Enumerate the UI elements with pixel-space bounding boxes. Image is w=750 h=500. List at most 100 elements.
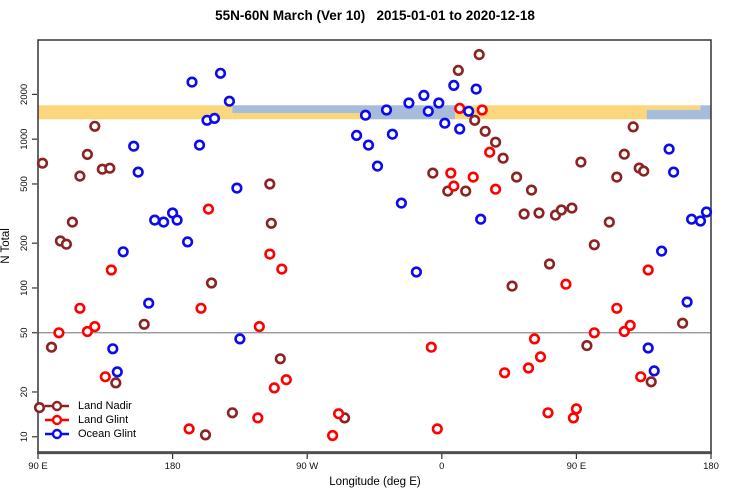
- data-point-land-glint: [448, 180, 460, 192]
- data-point-land-nadir: [469, 114, 481, 126]
- data-point-land-nadir: [427, 167, 439, 179]
- land-nadir-marker-icon: [45, 400, 69, 412]
- data-point-land-glint: [534, 351, 547, 363]
- data-point-land-nadir: [525, 184, 538, 196]
- data-point-land-glint: [542, 407, 554, 419]
- data-point-ocean-glint: [448, 79, 460, 91]
- data-point-land-glint: [99, 371, 111, 383]
- y-tick-label: 500: [19, 176, 30, 192]
- data-point-land-glint: [431, 423, 443, 435]
- data-point-land-nadir: [645, 376, 657, 388]
- data-point-land-nadir: [205, 277, 218, 289]
- data-point-ocean-glint: [694, 215, 707, 227]
- data-point-land-nadir: [473, 48, 485, 61]
- data-point-ocean-glint: [182, 236, 194, 248]
- data-point-land-glint: [268, 382, 280, 394]
- data-point-ocean-glint: [700, 206, 713, 218]
- data-point-land-glint: [253, 321, 265, 333]
- data-point-ocean-glint: [454, 123, 466, 135]
- data-point-land-glint: [642, 264, 654, 276]
- data-point-ocean-glint: [186, 76, 198, 88]
- x-axis-label: Longitude (deg E): [329, 476, 421, 488]
- data-point-land-nadir: [518, 208, 530, 220]
- data-point-land-nadir: [575, 156, 587, 168]
- data-point-land-glint: [280, 374, 292, 386]
- data-point-ocean-glint: [111, 366, 123, 378]
- data-point-land-glint: [252, 412, 264, 424]
- data-point-ocean-glint: [663, 143, 675, 155]
- data-point-land-nadir: [588, 239, 600, 251]
- data-point-land-nadir: [506, 280, 518, 292]
- data-point-land-glint: [611, 302, 623, 314]
- data-point-ocean-glint: [642, 342, 654, 354]
- data-point-land-glint: [81, 325, 93, 338]
- legend-item-land-glint: Land Glint: [44, 413, 136, 427]
- data-point-land-glint: [53, 327, 65, 339]
- data-point-land-glint: [105, 264, 117, 276]
- legend-item-ocean-glint: Ocean Glint: [44, 427, 136, 441]
- data-point-land-glint: [89, 321, 101, 333]
- data-point-land-nadir: [265, 217, 277, 229]
- land-glint-marker-icon: [45, 414, 69, 426]
- data-point-land-nadir: [199, 429, 212, 441]
- data-point-land-glint: [445, 167, 457, 179]
- data-point-land-nadir: [110, 377, 122, 389]
- data-point-ocean-glint: [410, 266, 423, 278]
- data-point-land-glint: [624, 319, 636, 332]
- data-point-land-nadir: [460, 185, 472, 197]
- data-point-land-glint: [425, 341, 437, 353]
- x-tick-label: 0: [439, 461, 444, 472]
- data-point-land-glint: [588, 327, 600, 339]
- data-point-ocean-glint: [655, 245, 668, 257]
- data-point-ocean-glint: [475, 213, 487, 225]
- data-point-land-glint: [264, 248, 276, 260]
- data-point-land-glint: [570, 403, 583, 415]
- data-point-ocean-glint: [208, 112, 221, 124]
- data-point-land-glint: [74, 302, 86, 314]
- data-point-land-nadir: [611, 171, 623, 183]
- data-point-land-nadir: [81, 148, 93, 160]
- data-point-ocean-glint: [231, 182, 243, 194]
- data-point-ocean-glint: [171, 214, 183, 226]
- legend-label: Land Glint: [78, 414, 129, 426]
- legend-label: Ocean Glint: [78, 428, 137, 440]
- data-point-land-nadir: [33, 402, 46, 414]
- data-point-ocean-glint: [132, 166, 144, 178]
- y-tick-label: 2000: [19, 84, 30, 105]
- data-point-land-nadir: [638, 165, 650, 177]
- data-point-ocean-glint: [685, 213, 698, 225]
- data-point-land-glint: [499, 367, 511, 379]
- map-band-coast-land: [232, 112, 363, 120]
- map-band-coast-land: [646, 105, 701, 110]
- data-point-land-glint: [195, 302, 207, 314]
- data-point-land-glint: [327, 429, 339, 442]
- data-point-ocean-glint: [463, 105, 475, 117]
- legend-item-land-nadir: Land Nadir: [44, 399, 136, 413]
- data-point-ocean-glint: [433, 97, 445, 109]
- y-tick-label: 1000: [19, 129, 30, 150]
- y-axis-label: N Total: [0, 228, 12, 264]
- map-band-coast-ocean: [646, 109, 701, 120]
- data-point-ocean-glint: [193, 139, 206, 151]
- data-point-ocean-glint: [395, 197, 408, 209]
- chart-title: 55N-60N March (Ver 10) 2015-01-01 to 202…: [215, 8, 535, 23]
- data-point-ocean-glint: [403, 97, 415, 109]
- data-point-ocean-glint: [386, 128, 399, 140]
- data-point-land-nadir: [618, 148, 630, 160]
- data-point-land-glint: [522, 362, 535, 374]
- data-point-ocean-glint: [380, 104, 393, 116]
- data-point-land-nadir: [490, 136, 502, 148]
- legend-label: Land Nadir: [78, 400, 132, 412]
- data-point-land-glint: [276, 263, 288, 275]
- data-point-land-nadir: [452, 64, 464, 76]
- data-point-land-nadir: [66, 216, 78, 228]
- data-point-land-nadir: [226, 407, 238, 419]
- data-point-land-nadir: [89, 120, 101, 132]
- x-tick-label: 90 W: [296, 461, 318, 472]
- y-tick-label: 50: [19, 327, 30, 338]
- data-point-land-nadir: [45, 341, 58, 353]
- data-point-land-nadir: [510, 171, 523, 183]
- data-point-land-glint: [490, 183, 502, 195]
- data-point-land-glint: [476, 104, 488, 116]
- map-band-ocean: [700, 105, 711, 120]
